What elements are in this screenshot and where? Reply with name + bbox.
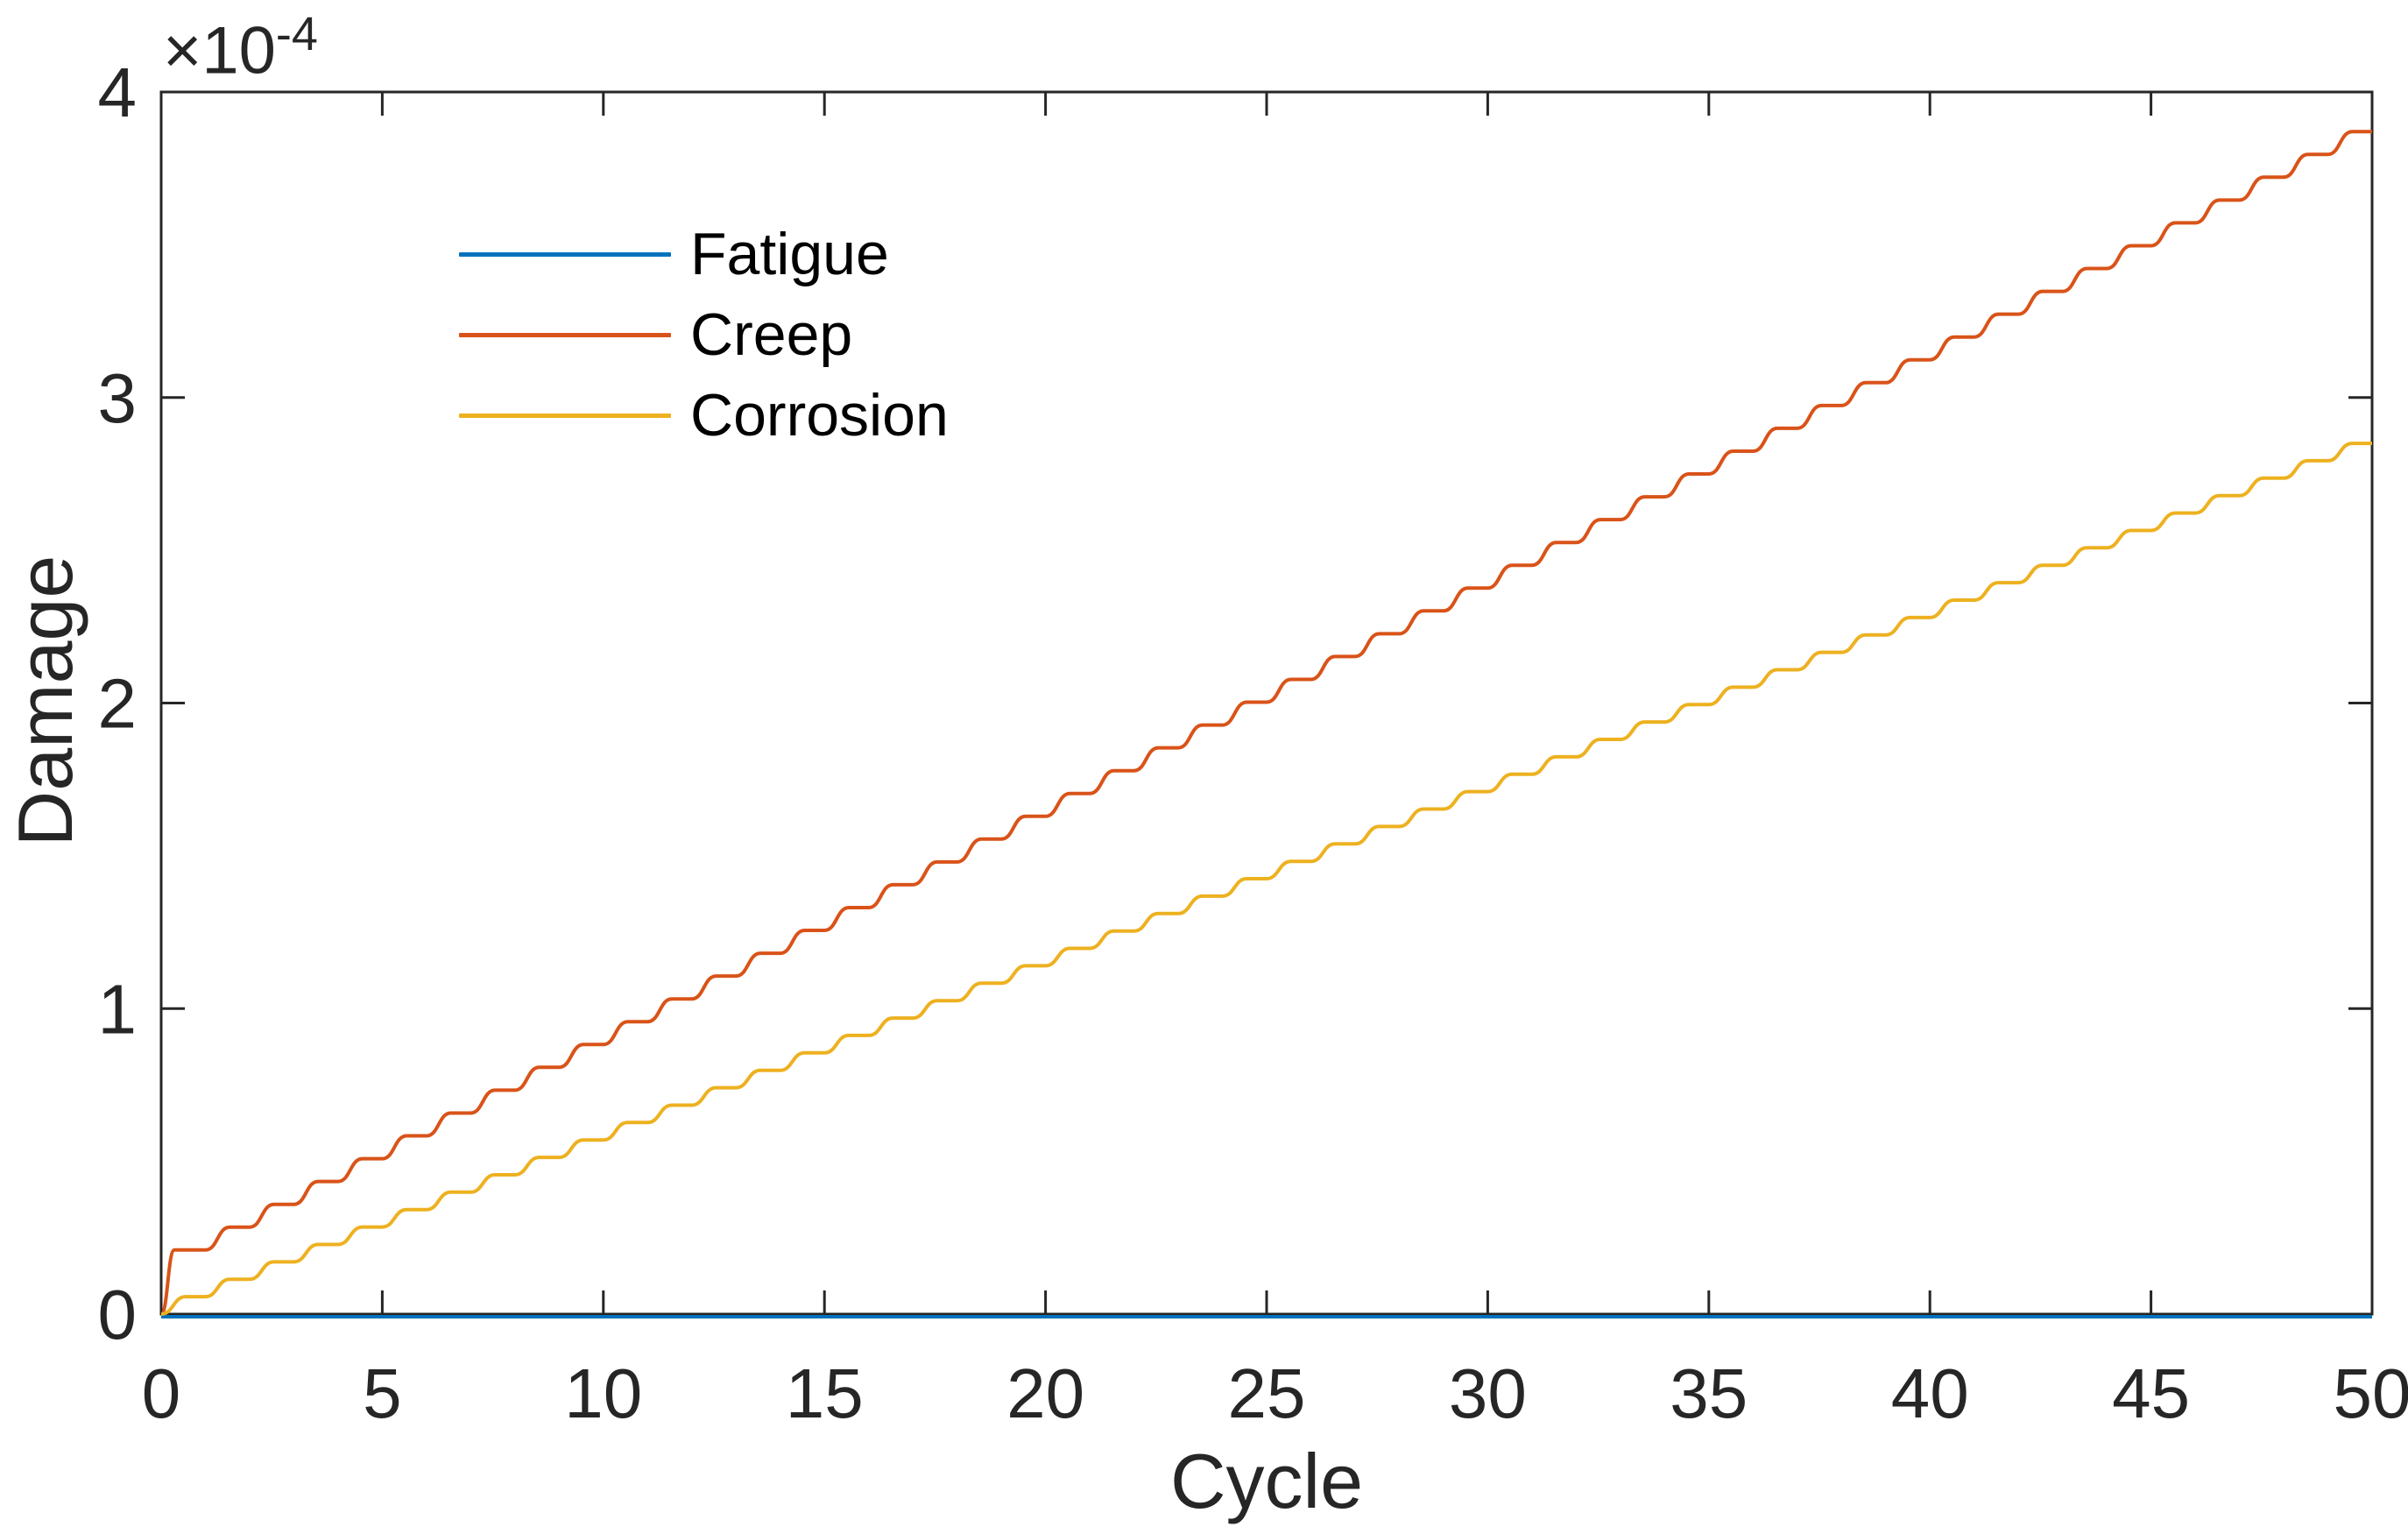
x-tick-label: 0 [142,1354,181,1432]
x-tick-label: 50 [2334,1354,2408,1432]
y-tick-label: 2 [98,665,138,743]
x-tick-label: 10 [564,1354,642,1432]
x-axis-label: Cycle [1169,1438,1364,1524]
legend-line-sample-fatigue [459,251,671,257]
y-axis-label: Damage [2,555,88,847]
y-tick-label: 0 [98,1276,138,1354]
x-tick-label: 20 [1006,1354,1084,1432]
scale-prefix: ×10 [163,13,276,88]
x-tick-label: 45 [2112,1354,2190,1432]
y-tick-label: 1 [98,970,138,1048]
y-axis-scale-multiplier: ×10-4 [163,7,318,88]
legend-label-corrosion: Corrosion [690,382,949,449]
legend-line-sample-corrosion [459,413,671,418]
legend-entry-fatigue: Fatigue [459,214,949,294]
legend-entry-corrosion: Corrosion [459,375,949,456]
y-tick-label: 3 [98,359,138,437]
x-tick-label: 25 [1228,1354,1306,1432]
legend-entry-creep: Creep [459,294,949,375]
legend: Fatigue Creep Corrosion [459,214,949,456]
series-line-creep [159,130,2372,1316]
legend-line-sample-creep [459,332,671,337]
x-tick-label: 5 [363,1354,402,1432]
series-line-corrosion [160,442,2372,1316]
x-tick-label: 35 [1670,1354,1748,1432]
x-tick-label: 40 [1891,1354,1969,1432]
legend-label-fatigue: Fatigue [690,221,889,287]
scale-exponent: -4 [275,8,318,60]
x-tick-label: 15 [786,1354,864,1432]
x-tick-label: 30 [1449,1354,1527,1432]
y-tick-label: 4 [98,53,138,131]
legend-label-creep: Creep [690,301,853,368]
